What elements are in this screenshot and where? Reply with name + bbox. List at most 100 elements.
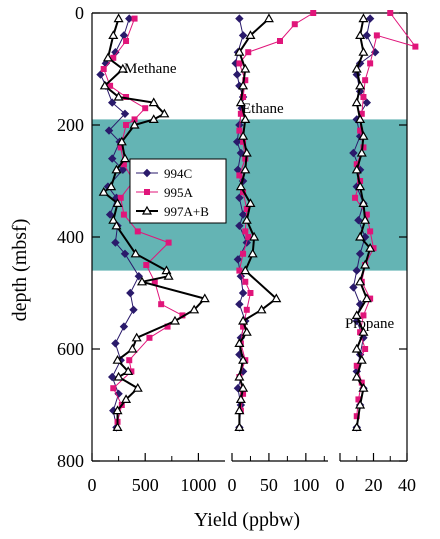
legend-label: 994C — [164, 166, 192, 181]
data-point-triangle-open — [129, 119, 140, 129]
data-point-triangle-open — [123, 366, 134, 375]
data-point-square — [123, 94, 130, 100]
data-point-triangle-open — [271, 293, 282, 303]
data-point-diamond — [238, 31, 248, 40]
data-point-triangle-open — [235, 181, 246, 191]
data-point-triangle-open — [351, 371, 362, 381]
data-point-square — [242, 77, 249, 84]
data-point-triangle-open — [355, 181, 366, 191]
data-point-square — [126, 357, 133, 364]
data-point-triangle-open — [234, 371, 245, 381]
data-point-square — [387, 10, 394, 16]
data-point-diamond — [119, 31, 129, 40]
data-point-triangle-open — [131, 332, 142, 342]
data-point-triangle-open — [234, 422, 245, 431]
x-tick-label: 100 — [292, 475, 319, 495]
data-point-square — [355, 396, 362, 403]
legend-marker — [142, 168, 152, 178]
data-point-triangle-open — [245, 198, 256, 207]
data-point-triangle-open — [238, 354, 249, 364]
data-point-square — [362, 77, 369, 84]
data-point-square — [360, 94, 367, 100]
legend-marker — [144, 189, 150, 195]
legend-entry: 994C — [136, 166, 192, 181]
data-point-triangle-open — [112, 422, 123, 431]
data-point-triangle-open — [356, 354, 367, 364]
panel-label-methane: Methane — [124, 61, 177, 77]
data-point-triangle-open — [351, 164, 362, 174]
data-point-diamond — [349, 148, 358, 158]
data-point-diamond — [126, 288, 135, 298]
data-point-square — [158, 301, 165, 308]
data-point-diamond — [235, 14, 244, 23]
data-point-triangle-open — [241, 147, 252, 157]
data-point-triangle-open — [116, 136, 127, 146]
data-point-triangle-open — [351, 343, 362, 353]
data-point-square — [236, 127, 243, 134]
data-point-triangle-open — [235, 394, 246, 403]
data-point-triangle-open — [189, 304, 200, 314]
data-point-triangle-open — [263, 13, 274, 23]
data-point-triangle-open — [108, 214, 119, 224]
data-point-triangle-open — [234, 405, 245, 415]
data-point-triangle-open — [111, 220, 122, 230]
data-point-triangle-open — [245, 30, 256, 40]
x-tick-label: 0 — [88, 475, 97, 495]
data-point-triangle-open — [355, 399, 366, 409]
data-point-triangle-open — [238, 315, 249, 325]
data-point-square — [179, 312, 186, 319]
data-point-diamond — [120, 249, 130, 259]
data-point-diamond — [352, 266, 361, 275]
data-point-square — [353, 161, 360, 168]
data-point-diamond — [365, 14, 375, 23]
data-point-square — [134, 228, 141, 235]
data-point-diamond — [235, 299, 244, 309]
y-tick-label: 600 — [57, 339, 84, 359]
x-tick-label: 20 — [365, 475, 383, 495]
data-point-triangle-open — [234, 338, 245, 347]
data-point-triangle-open — [360, 214, 371, 224]
data-point-triangle-open — [130, 248, 141, 258]
data-point-triangle-open — [111, 164, 122, 174]
series-propane-997ab — [351, 13, 376, 431]
data-point-square — [240, 138, 247, 145]
data-point-square — [123, 38, 130, 44]
data-point-triangle-open — [356, 147, 367, 157]
data-point-triangle-open — [358, 382, 369, 392]
data-point-square — [247, 290, 254, 296]
data-point-diamond — [105, 210, 115, 219]
data-point-square — [358, 379, 365, 386]
data-point-square — [117, 194, 124, 201]
series-methane-997ab — [98, 13, 210, 431]
data-point-triangle-open — [358, 198, 369, 207]
data-point-square — [352, 194, 359, 201]
data-point-square — [117, 144, 124, 151]
data-point-square — [363, 211, 370, 218]
y-tick-label: 0 — [75, 3, 84, 23]
data-point-square — [242, 278, 249, 285]
data-point-triangle-open — [247, 248, 258, 258]
data-point-square — [367, 60, 374, 67]
data-point-triangle-open — [351, 63, 362, 73]
data-point-triangle-open — [117, 63, 128, 73]
data-point-square — [240, 250, 247, 257]
data-point-diamond — [236, 148, 246, 158]
data-point-triangle-open — [355, 231, 366, 241]
data-point-diamond — [238, 210, 248, 219]
data-point-triangle-open — [127, 343, 138, 353]
data-series — [96, 10, 419, 432]
data-point-diamond — [233, 255, 243, 264]
data-point-square — [131, 116, 138, 123]
data-point-triangle-open — [98, 186, 109, 196]
data-point-diamond — [232, 137, 242, 147]
data-point-diamond — [354, 215, 363, 225]
data-point-triangle-open — [351, 422, 362, 431]
data-point-square — [151, 278, 158, 285]
data-point-triangle-open — [365, 242, 376, 252]
data-point-triangle-open — [106, 181, 117, 191]
y-axis-ticks: 0 200 400 600 800 — [57, 3, 407, 471]
data-point-square — [357, 329, 364, 336]
data-point-square — [236, 172, 243, 179]
data-point-diamond — [111, 339, 120, 348]
panel-label-ethane: Ethane — [242, 101, 284, 117]
